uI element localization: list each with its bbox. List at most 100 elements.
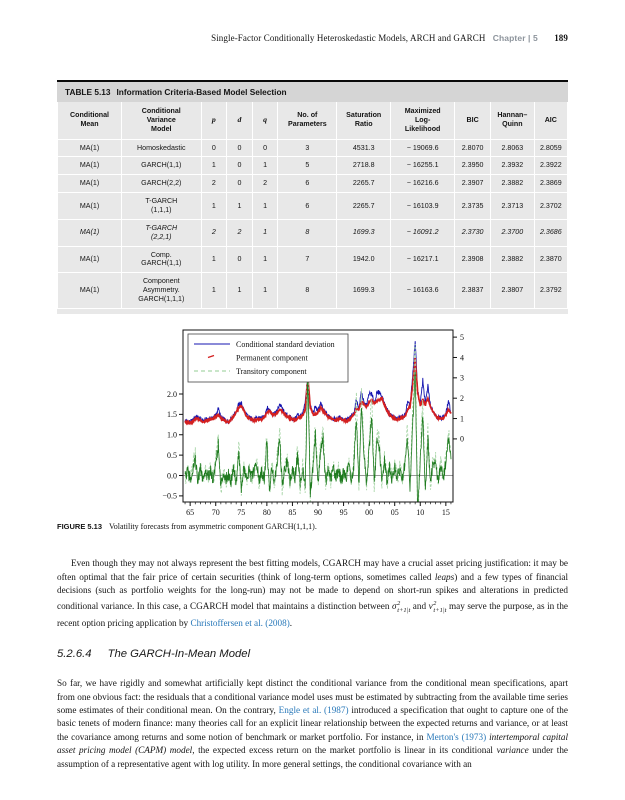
table-cell: − 16163.6 — [390, 272, 456, 309]
table-cell: MA(1) — [56, 246, 123, 274]
table-label: TABLE 5.13 — [65, 87, 111, 97]
page-number: 189 — [554, 33, 568, 43]
table-cell: 0 — [226, 174, 253, 194]
column-header: q — [251, 102, 279, 140]
legend-label: Transitory component — [236, 367, 307, 376]
table-cell: 0 — [200, 139, 228, 158]
body-text: Even though they may not always represen… — [57, 558, 568, 582]
column-header: d — [226, 102, 253, 140]
x-tick-label: 85 — [288, 508, 296, 517]
left-tick-label: 0.5 — [167, 451, 177, 460]
table-cell: 1699.3 — [336, 272, 392, 309]
chapter-title: Single-Factor Conditionally Heteroskedas… — [211, 33, 486, 43]
table-cell: 2 — [251, 174, 279, 194]
table-cell: 2.3713 — [490, 192, 535, 220]
information-criteria-table: Conditional Mean Conditional Variance Mod… — [56, 102, 569, 309]
table-cell: MA(1) — [56, 192, 123, 220]
body-text: So far, we have rigidly and somewhat art… — [57, 678, 568, 715]
table-cell: 2.3837 — [454, 272, 492, 309]
table-cell: 2.3807 — [490, 272, 535, 309]
table-row: MA(1) T-GARCH (2,2,1) 2 2 1 8 1699.3− 16091.2 2… — [56, 219, 569, 247]
x-tick-label: 70 — [212, 508, 220, 517]
table-cell: 0 — [226, 246, 253, 274]
table-cell: 2 — [200, 219, 228, 247]
body-text: and — [410, 601, 429, 612]
table-cell: 1 — [251, 192, 279, 220]
table-row: MA(1) Component Asymmetry. GARCH(1,1,1) 1 1… — [56, 272, 569, 309]
table-cell: GARCH(1,1) — [121, 156, 202, 176]
column-header: Conditional Variance Model — [121, 102, 202, 140]
table-title: TABLE 5.13 Information Criteria-Based Mod… — [57, 82, 568, 102]
x-tick-label: 00 — [365, 508, 373, 517]
table-row: MA(1) Homoskedastic 0 0 0 3 4531.3− 19069.6 2.8… — [56, 139, 569, 158]
column-header: Saturation Ratio — [336, 102, 392, 140]
right-tick-label: 3 — [460, 374, 464, 383]
x-tick-label: 95 — [340, 508, 348, 517]
table-cell: 2.8059 — [533, 139, 569, 158]
table-cell: 6 — [277, 192, 338, 220]
table-cell: T-GARCH (2,2,1) — [121, 219, 202, 247]
right-tick-label: 5 — [460, 333, 464, 342]
table-cell: 2.3870 — [533, 246, 569, 274]
x-tick-label: 65 — [186, 508, 194, 517]
table-cell: 2 — [200, 174, 228, 194]
section-number: 5.2.6.4 — [57, 648, 92, 660]
table-cell: 1 — [226, 272, 253, 309]
table-cell: 2.3950 — [454, 156, 492, 176]
table-cell: − 16255.1 — [390, 156, 456, 176]
right-tick-label: 2 — [460, 394, 464, 403]
table-cell: 2.3702 — [533, 192, 569, 220]
column-header: p — [200, 102, 228, 140]
page-header: Single-Factor Conditionally Heteroskedas… — [57, 33, 568, 43]
legend-label: Conditional standard deviation — [236, 340, 335, 349]
x-tick-label: 75 — [237, 508, 245, 517]
math-expression: σ2t+1|t — [391, 600, 411, 614]
body-text: under the assumption of a representative… — [57, 745, 568, 769]
table-cell: − 16216.6 — [390, 174, 456, 194]
table-row: MA(1) Comp. GARCH(1,1) 1 0 1 7 1942.0− 16217.1… — [56, 246, 569, 274]
table-cell: 2.3907 — [454, 174, 492, 194]
series-permanent — [184, 358, 452, 426]
table-cell: 1 — [251, 246, 279, 274]
series-transitory — [184, 371, 452, 502]
body-text: ) and a few types of financial decisions… — [57, 571, 568, 612]
table-cell: 2 — [226, 219, 253, 247]
paragraph-cgarch: Even though they may not always represen… — [57, 557, 568, 631]
table-row: MA(1) T-GARCH (1,1,1) 1 1 1 6 2265.7− 16103.9 2… — [56, 192, 569, 220]
table-cell: Homoskedastic — [121, 139, 202, 158]
table-cell: 1 — [200, 156, 228, 176]
table-cell: 1 — [200, 192, 228, 220]
table-cell: 2.3908 — [454, 246, 492, 274]
table-cell: 7 — [277, 246, 338, 274]
body-text: may serve the purpose, as in the recent … — [57, 601, 568, 629]
paragraph-garch-in-mean: So far, we have rigidly and somewhat art… — [57, 677, 568, 771]
table-cell: − 19069.6 — [390, 139, 456, 158]
table-cell: MA(1) — [56, 219, 123, 247]
column-header: Conditional Mean — [56, 102, 123, 140]
table-cell: 1942.0 — [336, 246, 392, 274]
table-cell: 6 — [277, 174, 338, 194]
table-cell: 2265.7 — [336, 174, 392, 194]
table-cell: 2.3735 — [454, 192, 492, 220]
x-tick-label: 90 — [314, 508, 322, 517]
table-cell: 1 — [200, 272, 228, 309]
figure-caption: FIGURE 5.13 Volatility forecasts from asy… — [57, 522, 568, 531]
left-tick-label: 2.0 — [167, 390, 177, 399]
citation-link[interactable]: Engle et al. (1987) — [278, 705, 349, 715]
emphasized-text: leaps — [434, 571, 455, 582]
citation-link[interactable]: Christoffersen et al. (2008) — [190, 618, 290, 629]
figure-label: FIGURE 5.13 — [57, 522, 103, 531]
x-tick-label: 10 — [416, 508, 424, 517]
table-cell: 1 — [200, 246, 228, 274]
table-cell: 2.3922 — [533, 156, 569, 176]
body-text: . — [289, 618, 293, 629]
citation-link[interactable]: Merton's (1973) — [426, 731, 487, 742]
left-tick-label: 1.0 — [167, 431, 177, 440]
right-tick-label: 4 — [460, 353, 464, 362]
table-cell: 1699.3 — [336, 219, 392, 247]
table-cell: 8 — [277, 219, 338, 247]
legend-label: Permanent component — [236, 353, 309, 362]
table-title-text: Information Criteria-Based Model Selecti… — [116, 87, 287, 97]
table-cell: 0 — [226, 139, 253, 158]
table-cell: Component Asymmetry. GARCH(1,1,1) — [121, 272, 202, 309]
